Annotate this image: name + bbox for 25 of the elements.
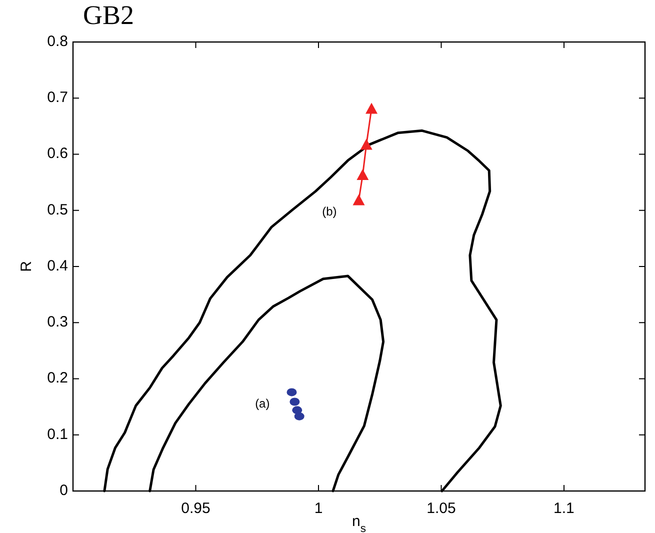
- point: [356, 169, 369, 180]
- y-tick-label: 0: [60, 482, 68, 499]
- y-tick-label: 0.4: [47, 257, 68, 274]
- x-tick-label: 1.1: [554, 500, 574, 517]
- y-tick-label: 0.8: [47, 32, 68, 50]
- y-axis-title: R: [18, 260, 35, 272]
- series-label: (b): [322, 204, 337, 218]
- y-tick-label: 0.5: [47, 201, 68, 218]
- point: [290, 398, 300, 406]
- chart-title: GB2: [83, 0, 134, 30]
- y-tick-label: 0.2: [47, 370, 68, 387]
- point: [286, 388, 297, 396]
- y-tick-label: 0.3: [47, 314, 68, 331]
- point: [360, 138, 372, 150]
- y-tick-label: 0.6: [47, 145, 68, 162]
- x-tick-label: 1.05: [426, 500, 456, 517]
- x-tick-label: 1: [314, 500, 323, 517]
- y-tick-label: 0.1: [47, 426, 68, 443]
- x-tick-label: 0.95: [181, 500, 210, 517]
- x-axis-title: n$_{s}$: [352, 513, 366, 533]
- point: [294, 412, 304, 420]
- point: [352, 194, 365, 206]
- point: [366, 102, 378, 114]
- y-tick-label: 0.7: [47, 89, 68, 106]
- series-label: (a): [255, 396, 270, 410]
